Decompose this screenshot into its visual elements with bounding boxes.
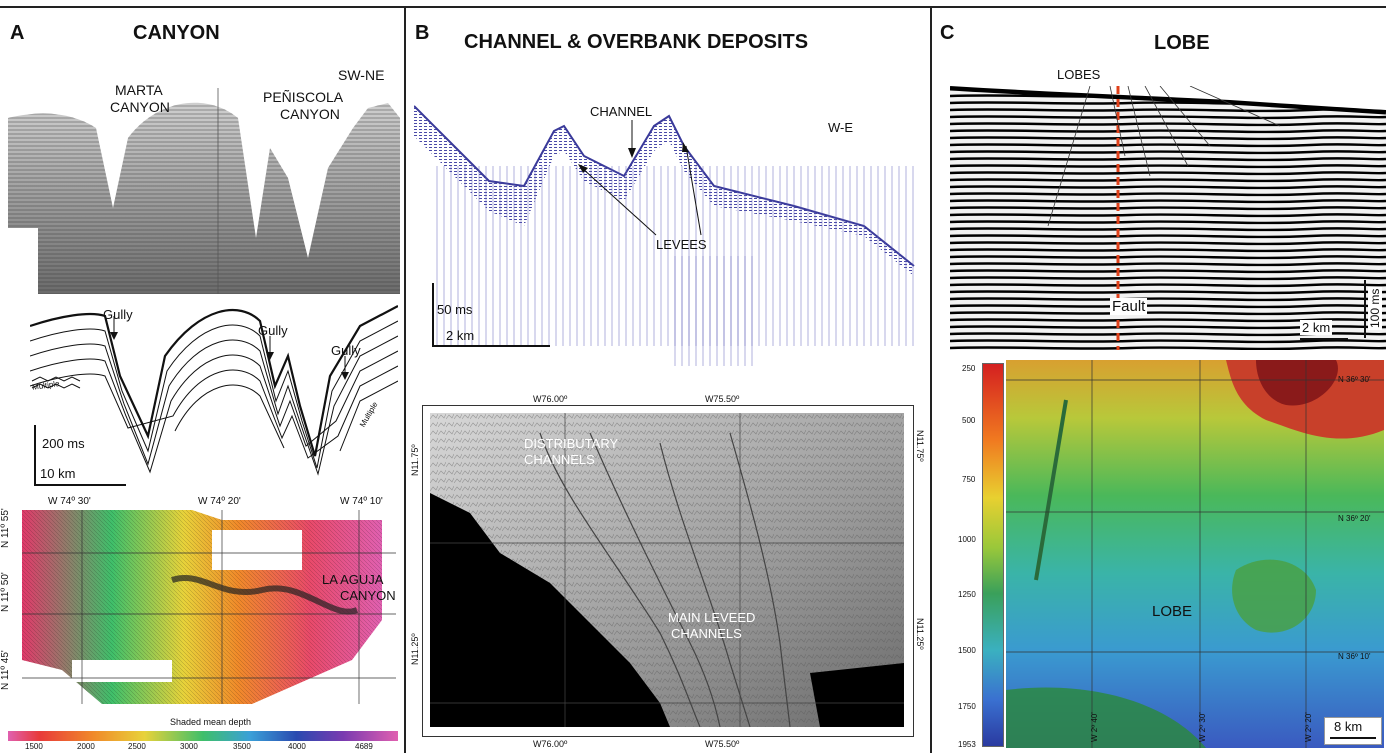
profile-vertical-scale-bar	[432, 283, 434, 346]
seismic-c-horizontal-scale-bar	[1300, 338, 1348, 340]
panel-a-label: A	[10, 22, 25, 44]
colorbar-tick-3000: 3000	[180, 742, 198, 751]
colorbar-tick-2500: 2500	[128, 742, 146, 751]
depth-colorbar-c	[982, 363, 1004, 747]
distributary-channels-label-line1: DISTRIBUTARY	[524, 436, 619, 451]
figure-top-border	[0, 6, 1386, 8]
map-b-lat-label-left-1: N11.75º	[410, 444, 420, 476]
panel-b-title: CHANNEL & OVERBANK DEPOSITS	[464, 31, 809, 53]
panel-divider-ab	[404, 8, 406, 753]
colorbar-tick-4689: 4689	[355, 742, 373, 751]
vertical-scale-bar	[34, 425, 36, 485]
panel-c-title: LOBE	[1154, 32, 1210, 54]
colorbar-tick-3500: 3500	[233, 742, 251, 751]
colorbar-tick-2000: 2000	[77, 742, 95, 751]
peniscola-canyon-label-line2: CANYON	[280, 106, 340, 122]
profile-horizontal-scale-bar	[432, 345, 550, 347]
main-leveed-channels-label-line1: MAIN LEVEED	[668, 610, 756, 625]
gully-label-1: Gully	[103, 307, 133, 322]
map-a-lat-label-2: N 11º 50'	[0, 572, 11, 612]
depth-tick-1500: 1500	[958, 646, 976, 655]
map-c-scale-box	[1324, 717, 1382, 745]
depth-tick-1000: 1000	[958, 535, 976, 544]
channel-label: CHANNEL	[590, 104, 653, 119]
map-b-lat-label-left-2: N11.25º	[410, 633, 420, 665]
depth-tick-250: 250	[962, 364, 976, 373]
colorbar-tick-1500: 1500	[25, 742, 43, 751]
map-c-lon-label-1: W 2º 40'	[1090, 712, 1099, 742]
main-leveed-channels-label-line2: CHANNELS	[671, 626, 742, 641]
lobe-label: LOBE	[1152, 603, 1193, 620]
panel-divider-bc	[930, 8, 932, 753]
depth-tick-750: 750	[962, 475, 976, 484]
map-c-lat-label-1: N 36º 30'	[1338, 375, 1371, 384]
profile-horizontal-scale-label: 2 km	[446, 328, 475, 343]
colorbar-tick-4000: 4000	[288, 742, 306, 751]
levees-arrows	[578, 142, 702, 236]
seismic-c-vertical-scale-label: 100 ms	[1368, 286, 1382, 330]
channel-chirp-profile	[414, 105, 915, 366]
la-aguja-label-line1: LA AGUJA	[322, 572, 384, 587]
depth-colorbar	[8, 731, 398, 741]
seismic-c-vertical-scale-bar	[1364, 280, 1366, 338]
depth-tick-1250: 1250	[958, 590, 976, 599]
map-b-lat-label-right-1: N11.75º	[915, 430, 925, 462]
map-c-lon-label-3: W 2º 20'	[1304, 712, 1313, 742]
map-c-scale-label: 8 km	[1334, 719, 1363, 734]
panel-a: A CANYON SW-NE MARTA CANYON PEÑISCOLA CA…	[0, 0, 404, 753]
horizontal-scale-label: 10 km	[40, 466, 76, 481]
vertical-scale-label: 200 ms	[42, 436, 85, 451]
panel-c-label: C	[940, 22, 955, 44]
panel-c: C LOBE LOBES Fault 2 km 100 ms 250 500 7…	[932, 0, 1386, 753]
fault-label: Fault	[1110, 298, 1148, 315]
horizontal-scale-bar	[34, 484, 126, 486]
panel-b: B CHANNEL & OVERBANK DEPOSITS CHANNEL W-…	[406, 0, 930, 753]
seismic-direction-label: SW-NE	[338, 67, 385, 83]
lobe-seismic-profile	[950, 86, 1386, 350]
depth-tick-500: 500	[962, 416, 976, 425]
map-a-lon-label-1: W 74º 30'	[48, 496, 91, 507]
la-aguja-bathymetry-map	[22, 510, 396, 704]
map-c-scale-bar	[1330, 737, 1376, 739]
panel-b-label: B	[415, 22, 430, 44]
marta-canyon-label-line2: CANYON	[110, 99, 170, 115]
map-b-lon-label-bottom-2: W75.50º	[705, 739, 740, 749]
map-a-lat-label-3: N 11º 45'	[0, 650, 11, 690]
profile-vertical-scale-label: 50 ms	[437, 302, 473, 317]
depth-tick-1953: 1953	[958, 740, 976, 749]
map-b-lon-label-bottom-1: W76.00º	[533, 739, 568, 749]
marta-canyon-label-line1: MARTA	[115, 82, 163, 98]
map-b-lon-label-top-1: W76.00º	[533, 394, 568, 404]
lobe-bathymetry-map	[1006, 360, 1384, 748]
map-c-lat-label-3: N 36º 10'	[1338, 652, 1371, 661]
peniscola-canyon-label-line1: PEÑISCOLA	[263, 89, 344, 105]
lobes-label: LOBES	[1057, 67, 1101, 82]
map-b-lon-label-top-2: W75.50º	[705, 394, 740, 404]
panel-a-title: CANYON	[133, 22, 220, 44]
la-aguja-label-line2: CANYON	[340, 588, 396, 603]
canyon-seismic-profile	[8, 88, 400, 294]
map-a-lon-label-3: W 74º 10'	[340, 496, 383, 507]
map-a-lat-label-1: N 11º 55'	[0, 508, 11, 548]
map-b-lat-label-right-2: N11.25º	[915, 618, 925, 650]
colorbar-title: Shaded mean depth	[170, 717, 252, 727]
canyon-line-interpretation	[30, 305, 398, 476]
gully-label-2: Gully	[258, 323, 288, 338]
shaded-relief-map	[430, 413, 904, 727]
gully-label-3: Gully	[331, 343, 361, 358]
distributary-channels-label-line2: CHANNELS	[524, 452, 595, 467]
levees-label: LEVEES	[656, 237, 707, 252]
seismic-c-horizontal-scale-label: 2 km	[1300, 320, 1333, 335]
profile-direction-label: W-E	[828, 120, 854, 135]
depth-tick-1750: 1750	[958, 702, 976, 711]
map-b-frame	[422, 405, 914, 737]
map-c-lon-label-2: W 2º 30'	[1198, 712, 1207, 742]
map-a-lon-label-2: W 74º 20'	[198, 496, 241, 507]
channel-arrow	[628, 120, 636, 158]
map-c-lat-label-2: N 36º 20'	[1338, 514, 1371, 523]
